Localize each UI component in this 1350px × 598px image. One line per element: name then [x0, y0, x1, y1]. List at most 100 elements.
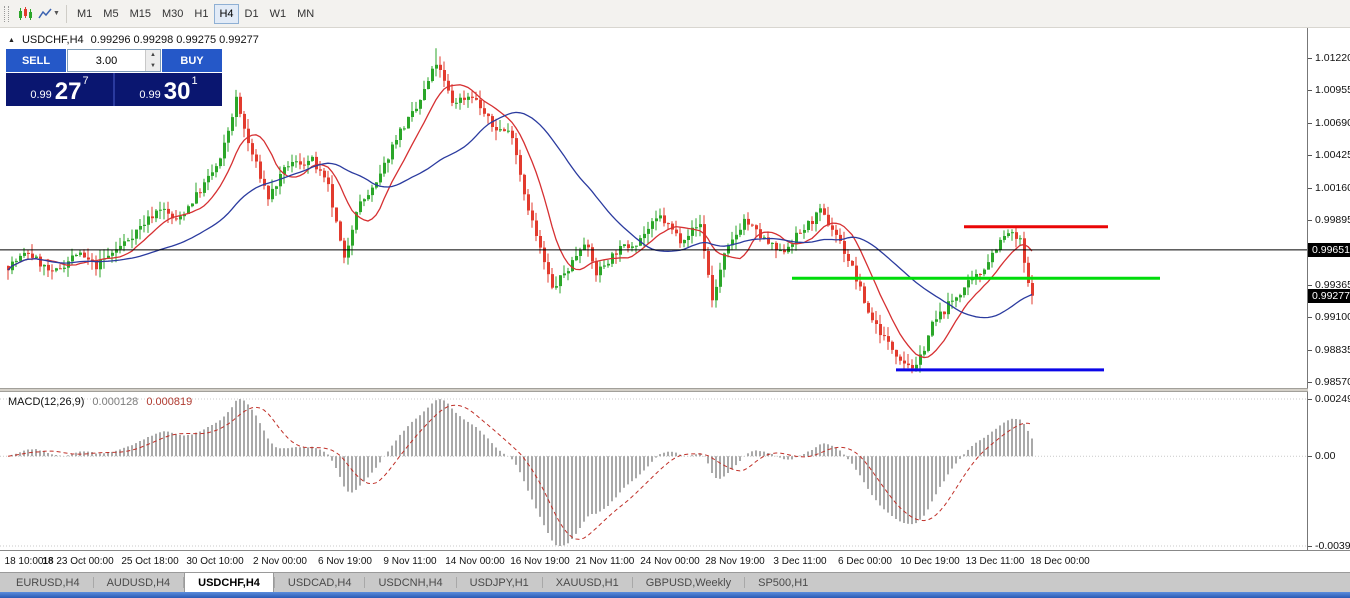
chart-tab-audusd-h4[interactable]: AUDUSD,H4 — [106, 576, 171, 589]
toolbar-separator — [66, 4, 67, 23]
macd-tick-mark — [1308, 456, 1312, 458]
chart-tab-usdchf-h4[interactable]: USDCHF,H4 — [184, 573, 274, 592]
collapse-panel-icon[interactable]: ▲ — [8, 36, 15, 44]
time-axis-label: 23 Oct 00:00 — [56, 556, 114, 567]
timeframe-m1-button[interactable]: M1 — [77, 7, 93, 20]
chart-tab-usdcad-h4[interactable]: USDCAD,H4 — [287, 576, 352, 589]
price-axis-tick: 0.98570 — [1315, 376, 1350, 389]
macd-axis-label: 0.002492 — [1315, 393, 1350, 405]
timeframe-m30-button[interactable]: M30 — [161, 7, 184, 20]
lot-size-input[interactable]: 3.00 ▲ ▼ — [67, 49, 161, 72]
timeframe-m5-button[interactable]: M5 — [103, 7, 119, 20]
macd-axis-label: 0.00 — [1315, 450, 1336, 463]
ohlc-values: 0.99296 0.99298 0.99275 0.99277 — [90, 34, 259, 46]
lot-decrease-button[interactable]: ▼ — [146, 60, 160, 71]
macd-indicator-window[interactable]: MACD(12,26,9) 0.000128 0.000819 — [0, 392, 1308, 550]
timeframe-w1-button[interactable]: W1 — [269, 7, 287, 20]
lot-spinner: ▲ ▼ — [145, 50, 160, 71]
timeframe-m15-button[interactable]: M15 — [129, 7, 151, 20]
indicators-icon[interactable]: ▼ — [37, 3, 61, 25]
sell-price-display[interactable]: 0.99 27 7 — [6, 73, 113, 106]
sell-button[interactable]: SELL — [6, 49, 66, 72]
tab-separator — [744, 577, 746, 588]
main-chart-window[interactable]: ▲ USDCHF,H4 0.99296 0.99298 0.99275 0.99… — [0, 28, 1308, 388]
time-axis-label: 18 Dec 00:00 — [1030, 556, 1090, 567]
price-axis-tick: 0.99100 — [1315, 311, 1350, 324]
price-divider — [113, 73, 115, 106]
chart-tab-eurusd-h4[interactable]: EURUSD,H4 — [16, 576, 80, 589]
buy-price-base: 0.99 — [139, 89, 161, 101]
toolbar-grip[interactable] — [4, 5, 9, 22]
tab-separator — [455, 577, 457, 588]
price-tick-mark — [1308, 220, 1312, 222]
time-axis-label: 14 Nov 00:00 — [445, 556, 505, 567]
price-tick-mark — [1308, 187, 1312, 189]
time-axis-label: 18 — [42, 556, 54, 567]
macd-axis-label: -0.003913 — [1315, 540, 1350, 552]
price-axis-tick: 1.00160 — [1315, 181, 1350, 194]
price-axis[interactable]: 1.01220 1.00955 1.00690 1.00425 1.00160 0.998… — [1308, 28, 1350, 552]
price-chart-canvas[interactable] — [0, 28, 1307, 388]
chart-tab-usdcnh-h4[interactable]: USDCNH,H4 — [378, 576, 443, 589]
tab-separator — [541, 577, 543, 588]
time-axis-label: 30 Oct 10:00 — [186, 556, 244, 567]
hline-marker: 0.99651 — [1308, 242, 1350, 257]
macd-canvas[interactable] — [0, 392, 1307, 550]
price-tick-mark — [1308, 349, 1312, 351]
time-axis-label: 9 Nov 11:00 — [383, 556, 437, 567]
time-axis-label: 24 Nov 00:00 — [640, 556, 700, 567]
time-axis-label: 18 10:00 — [4, 556, 44, 567]
macd-tick-mark — [1308, 399, 1312, 400]
price-tick-mark — [1308, 90, 1312, 92]
time-axis-label: 28 Nov 19:00 — [705, 556, 765, 567]
price-tick-mark — [1308, 284, 1312, 286]
price-axis-tick: 0.98835 — [1315, 343, 1350, 356]
one-click-trading-panel: SELL 3.00 ▲ ▼ BUY 0.99 27 7 — [6, 49, 222, 106]
buy-button[interactable]: BUY — [162, 49, 222, 72]
chart-tabs-bar: EURUSD,H4 AUDUSD,H4 USDCHF,H4 USDCAD,H4 USDC… — [0, 572, 1350, 592]
sell-price-point: 7 — [82, 75, 89, 87]
buy-price-display[interactable]: 0.99 30 1 — [115, 73, 222, 106]
taskbar-strip — [0, 592, 1350, 598]
window-resize-divider[interactable] — [0, 388, 1350, 392]
current-price-marker: 0.99277 — [1308, 288, 1350, 303]
tab-separator — [631, 577, 633, 588]
timeframe-mn-button[interactable]: MN — [297, 7, 315, 20]
time-axis-label: 13 Dec 11:00 — [965, 556, 1025, 567]
timeframe-h1-button[interactable]: H1 — [194, 7, 209, 20]
price-tick-mark — [1308, 382, 1312, 384]
time-axis[interactable]: 18 10:00 18 23 Oct 00:00 25 Oct 18:00 30 Oct… — [0, 550, 1350, 572]
time-axis-label: 21 Nov 11:00 — [575, 556, 635, 567]
chart-symbol-ohlc: ▲ USDCHF,H4 0.99296 0.99298 0.99275 0.99… — [8, 34, 259, 46]
lot-increase-button[interactable]: ▲ — [146, 50, 160, 61]
price-tick-mark — [1308, 317, 1312, 319]
price-axis-tick: 0.99895 — [1315, 214, 1350, 227]
tab-separator — [364, 577, 366, 588]
sell-price-pips: 27 — [54, 78, 82, 105]
timeframe-h4-button[interactable]: H4 — [214, 3, 239, 24]
price-tick-mark — [1308, 58, 1312, 60]
time-axis-label: 25 Oct 18:00 — [121, 556, 179, 567]
chart-tab-usdjpy-h1[interactable]: USDJPY,H1 — [469, 576, 529, 589]
time-axis-label: 6 Dec 00:00 — [838, 556, 892, 567]
tab-separator — [183, 577, 185, 588]
tab-separator — [273, 577, 275, 588]
chart-tab-sp500-h1[interactable]: SP500,H1 — [758, 576, 809, 589]
lot-size-value[interactable]: 3.00 — [95, 54, 118, 67]
time-axis-label: 10 Dec 19:00 — [900, 556, 960, 567]
timeframe-buttons: M1 M5 M15 M30 H1 H4 D1 W1 MN — [72, 3, 319, 24]
chart-type-icon[interactable] — [13, 3, 37, 25]
candlestick-glyph — [18, 7, 32, 20]
macd-main-value: 0.000128 — [92, 396, 139, 408]
chart-tab-gbpusd-weekly[interactable]: GBPUSD,Weekly — [645, 576, 732, 589]
time-axis-label: 6 Nov 19:00 — [318, 556, 372, 567]
macd-tick-mark — [1308, 546, 1312, 547]
timeframes-toolbar: ▼ M1 M5 M15 M30 H1 H4 D1 W1 MN — [0, 0, 1350, 28]
time-axis-label: 16 Nov 19:00 — [510, 556, 570, 567]
timeframe-d1-button[interactable]: D1 — [244, 7, 259, 20]
price-axis-tick: 1.00955 — [1315, 84, 1350, 97]
chart-tab-xauusd-h1[interactable]: XAUUSD,H1 — [555, 576, 619, 589]
price-tick-mark — [1308, 122, 1312, 124]
buy-price-point: 1 — [191, 75, 198, 87]
buy-price-pips: 30 — [163, 78, 191, 105]
